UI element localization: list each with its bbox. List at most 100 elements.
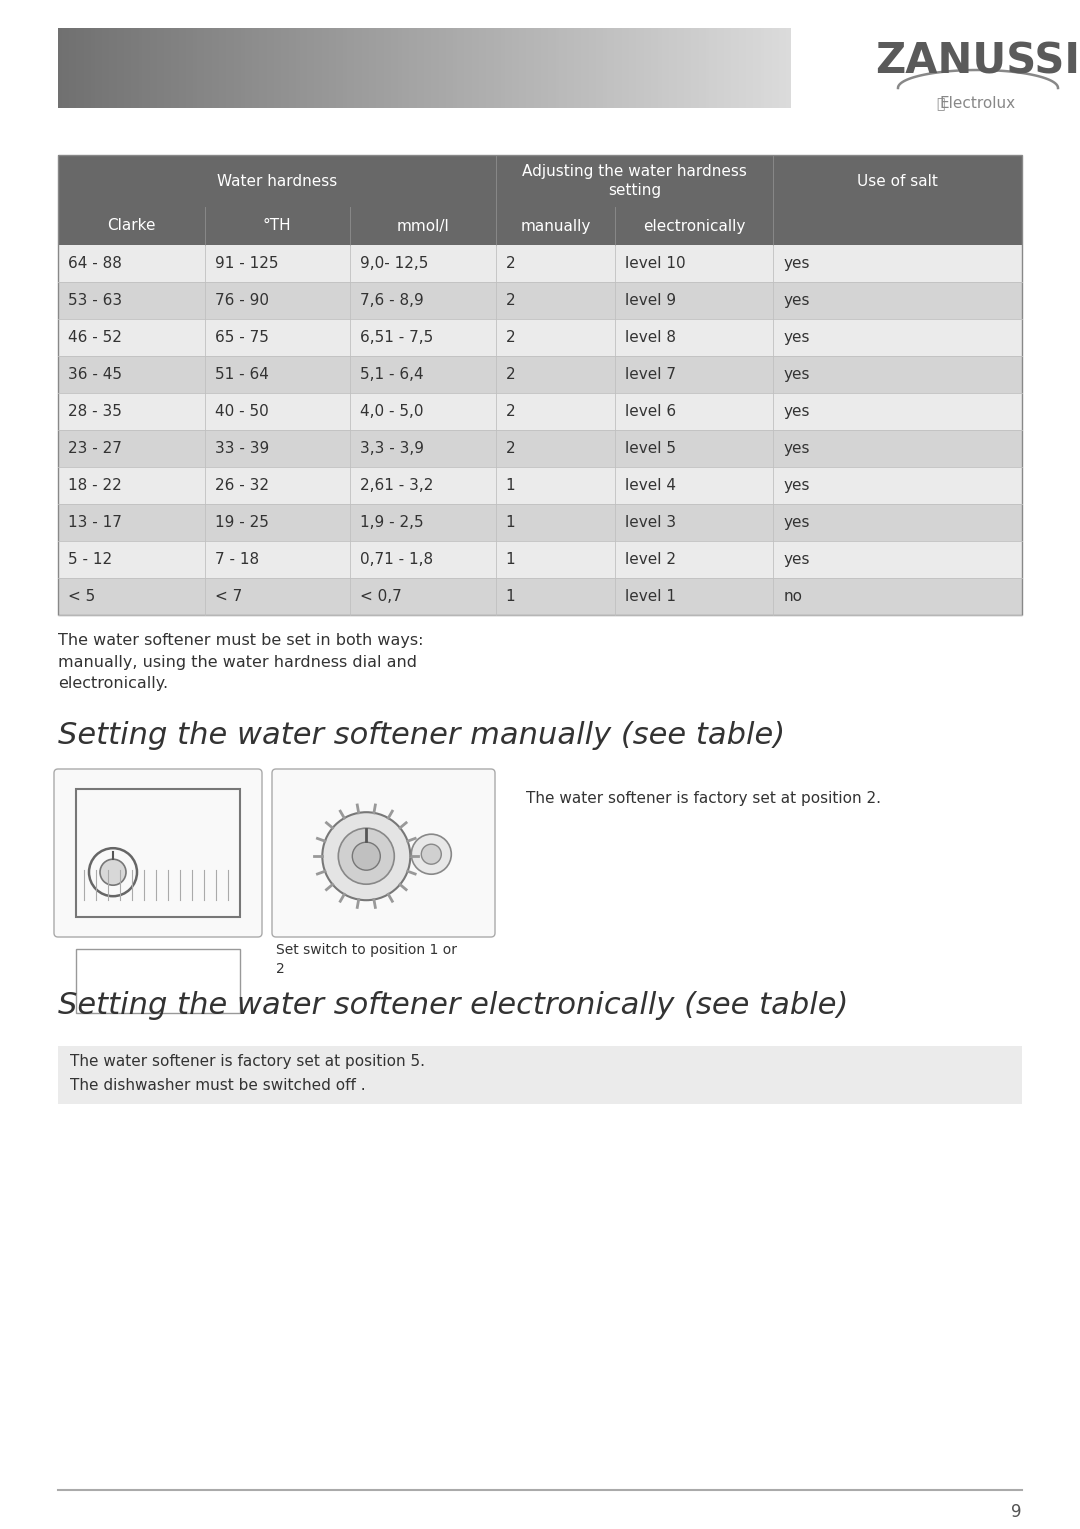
Text: Use of salt: Use of salt xyxy=(858,173,939,188)
Text: Water hardness: Water hardness xyxy=(217,173,337,188)
Bar xyxy=(699,28,703,109)
Text: level 3: level 3 xyxy=(625,515,676,531)
Bar xyxy=(238,28,242,109)
Text: Adjusting the water hardness
setting: Adjusting the water hardness setting xyxy=(522,164,747,197)
Bar xyxy=(87,28,92,109)
Bar xyxy=(662,28,666,109)
Bar xyxy=(633,28,637,109)
Bar xyxy=(435,28,440,109)
Text: °TH: °TH xyxy=(264,219,292,234)
Text: 76 - 90: 76 - 90 xyxy=(215,294,269,307)
Bar xyxy=(615,28,619,109)
Bar xyxy=(193,28,198,109)
Text: 1: 1 xyxy=(505,515,515,531)
Circle shape xyxy=(421,844,442,864)
Bar xyxy=(454,28,458,109)
Bar xyxy=(303,28,308,109)
Bar xyxy=(710,28,714,109)
Bar xyxy=(373,28,377,109)
Bar xyxy=(618,28,623,109)
Bar xyxy=(347,28,352,109)
Bar xyxy=(336,28,341,109)
Text: level 8: level 8 xyxy=(625,330,676,346)
Bar xyxy=(369,28,374,109)
Bar xyxy=(497,28,502,109)
Bar xyxy=(296,28,300,109)
Text: ⓧ: ⓧ xyxy=(935,96,944,112)
Bar xyxy=(227,28,231,109)
Circle shape xyxy=(100,859,126,885)
Text: Setting the water softener manually (see table): Setting the water softener manually (see… xyxy=(58,722,785,751)
Bar xyxy=(80,28,84,109)
Bar xyxy=(113,28,118,109)
Text: 28 - 35: 28 - 35 xyxy=(68,404,122,419)
Bar xyxy=(208,28,213,109)
Bar xyxy=(204,28,210,109)
Bar xyxy=(754,28,758,109)
Bar xyxy=(138,28,144,109)
Bar xyxy=(742,28,747,109)
Text: 3,3 - 3,9: 3,3 - 3,9 xyxy=(360,440,424,456)
Bar xyxy=(76,950,240,1014)
Bar xyxy=(245,28,249,109)
Bar xyxy=(197,28,202,109)
Bar xyxy=(658,28,663,109)
Bar xyxy=(673,28,677,109)
Text: Clarke: Clarke xyxy=(107,219,156,234)
Bar xyxy=(131,28,136,109)
Bar xyxy=(267,28,271,109)
Bar xyxy=(58,541,1022,578)
Bar xyxy=(394,28,400,109)
Text: 7,6 - 8,9: 7,6 - 8,9 xyxy=(360,294,423,307)
Bar xyxy=(58,320,1022,356)
Bar xyxy=(549,28,553,109)
Bar xyxy=(625,28,630,109)
Bar xyxy=(713,28,718,109)
Bar xyxy=(490,28,495,109)
Bar xyxy=(567,28,571,109)
Bar xyxy=(575,28,579,109)
Bar xyxy=(120,28,125,109)
Bar xyxy=(186,28,191,109)
Bar xyxy=(340,28,345,109)
Bar xyxy=(636,28,640,109)
Bar xyxy=(175,28,179,109)
Bar xyxy=(478,28,484,109)
Bar xyxy=(318,28,323,109)
Text: level 9: level 9 xyxy=(625,294,676,307)
Bar xyxy=(592,28,597,109)
Bar xyxy=(530,28,535,109)
Text: The dishwasher must be switched off .: The dishwasher must be switched off . xyxy=(70,1078,366,1093)
Bar xyxy=(76,789,240,917)
Bar xyxy=(475,28,480,109)
Bar xyxy=(622,28,626,109)
Bar xyxy=(610,28,616,109)
Text: 19 - 25: 19 - 25 xyxy=(215,515,269,531)
Bar xyxy=(314,28,319,109)
Bar xyxy=(102,28,107,109)
Text: < 0,7: < 0,7 xyxy=(360,589,402,604)
Text: 1: 1 xyxy=(505,589,515,604)
Bar xyxy=(153,28,158,109)
Bar xyxy=(717,28,721,109)
Bar xyxy=(190,28,194,109)
Bar xyxy=(262,28,268,109)
Bar xyxy=(559,28,564,109)
Bar xyxy=(460,28,465,109)
Bar xyxy=(413,28,418,109)
Bar xyxy=(256,28,260,109)
Bar xyxy=(438,28,443,109)
Bar xyxy=(58,154,1022,615)
Text: 91 - 125: 91 - 125 xyxy=(215,255,278,271)
Text: level 1: level 1 xyxy=(625,589,676,604)
Bar xyxy=(58,281,1022,320)
Bar xyxy=(161,28,165,109)
Bar xyxy=(570,28,575,109)
Bar xyxy=(109,28,113,109)
Text: ZANUSSI: ZANUSSI xyxy=(876,41,1080,83)
Bar xyxy=(164,28,168,109)
Text: 26 - 32: 26 - 32 xyxy=(215,479,269,492)
Text: yes: yes xyxy=(783,404,810,419)
Text: level 2: level 2 xyxy=(625,552,676,567)
Bar xyxy=(647,28,652,109)
